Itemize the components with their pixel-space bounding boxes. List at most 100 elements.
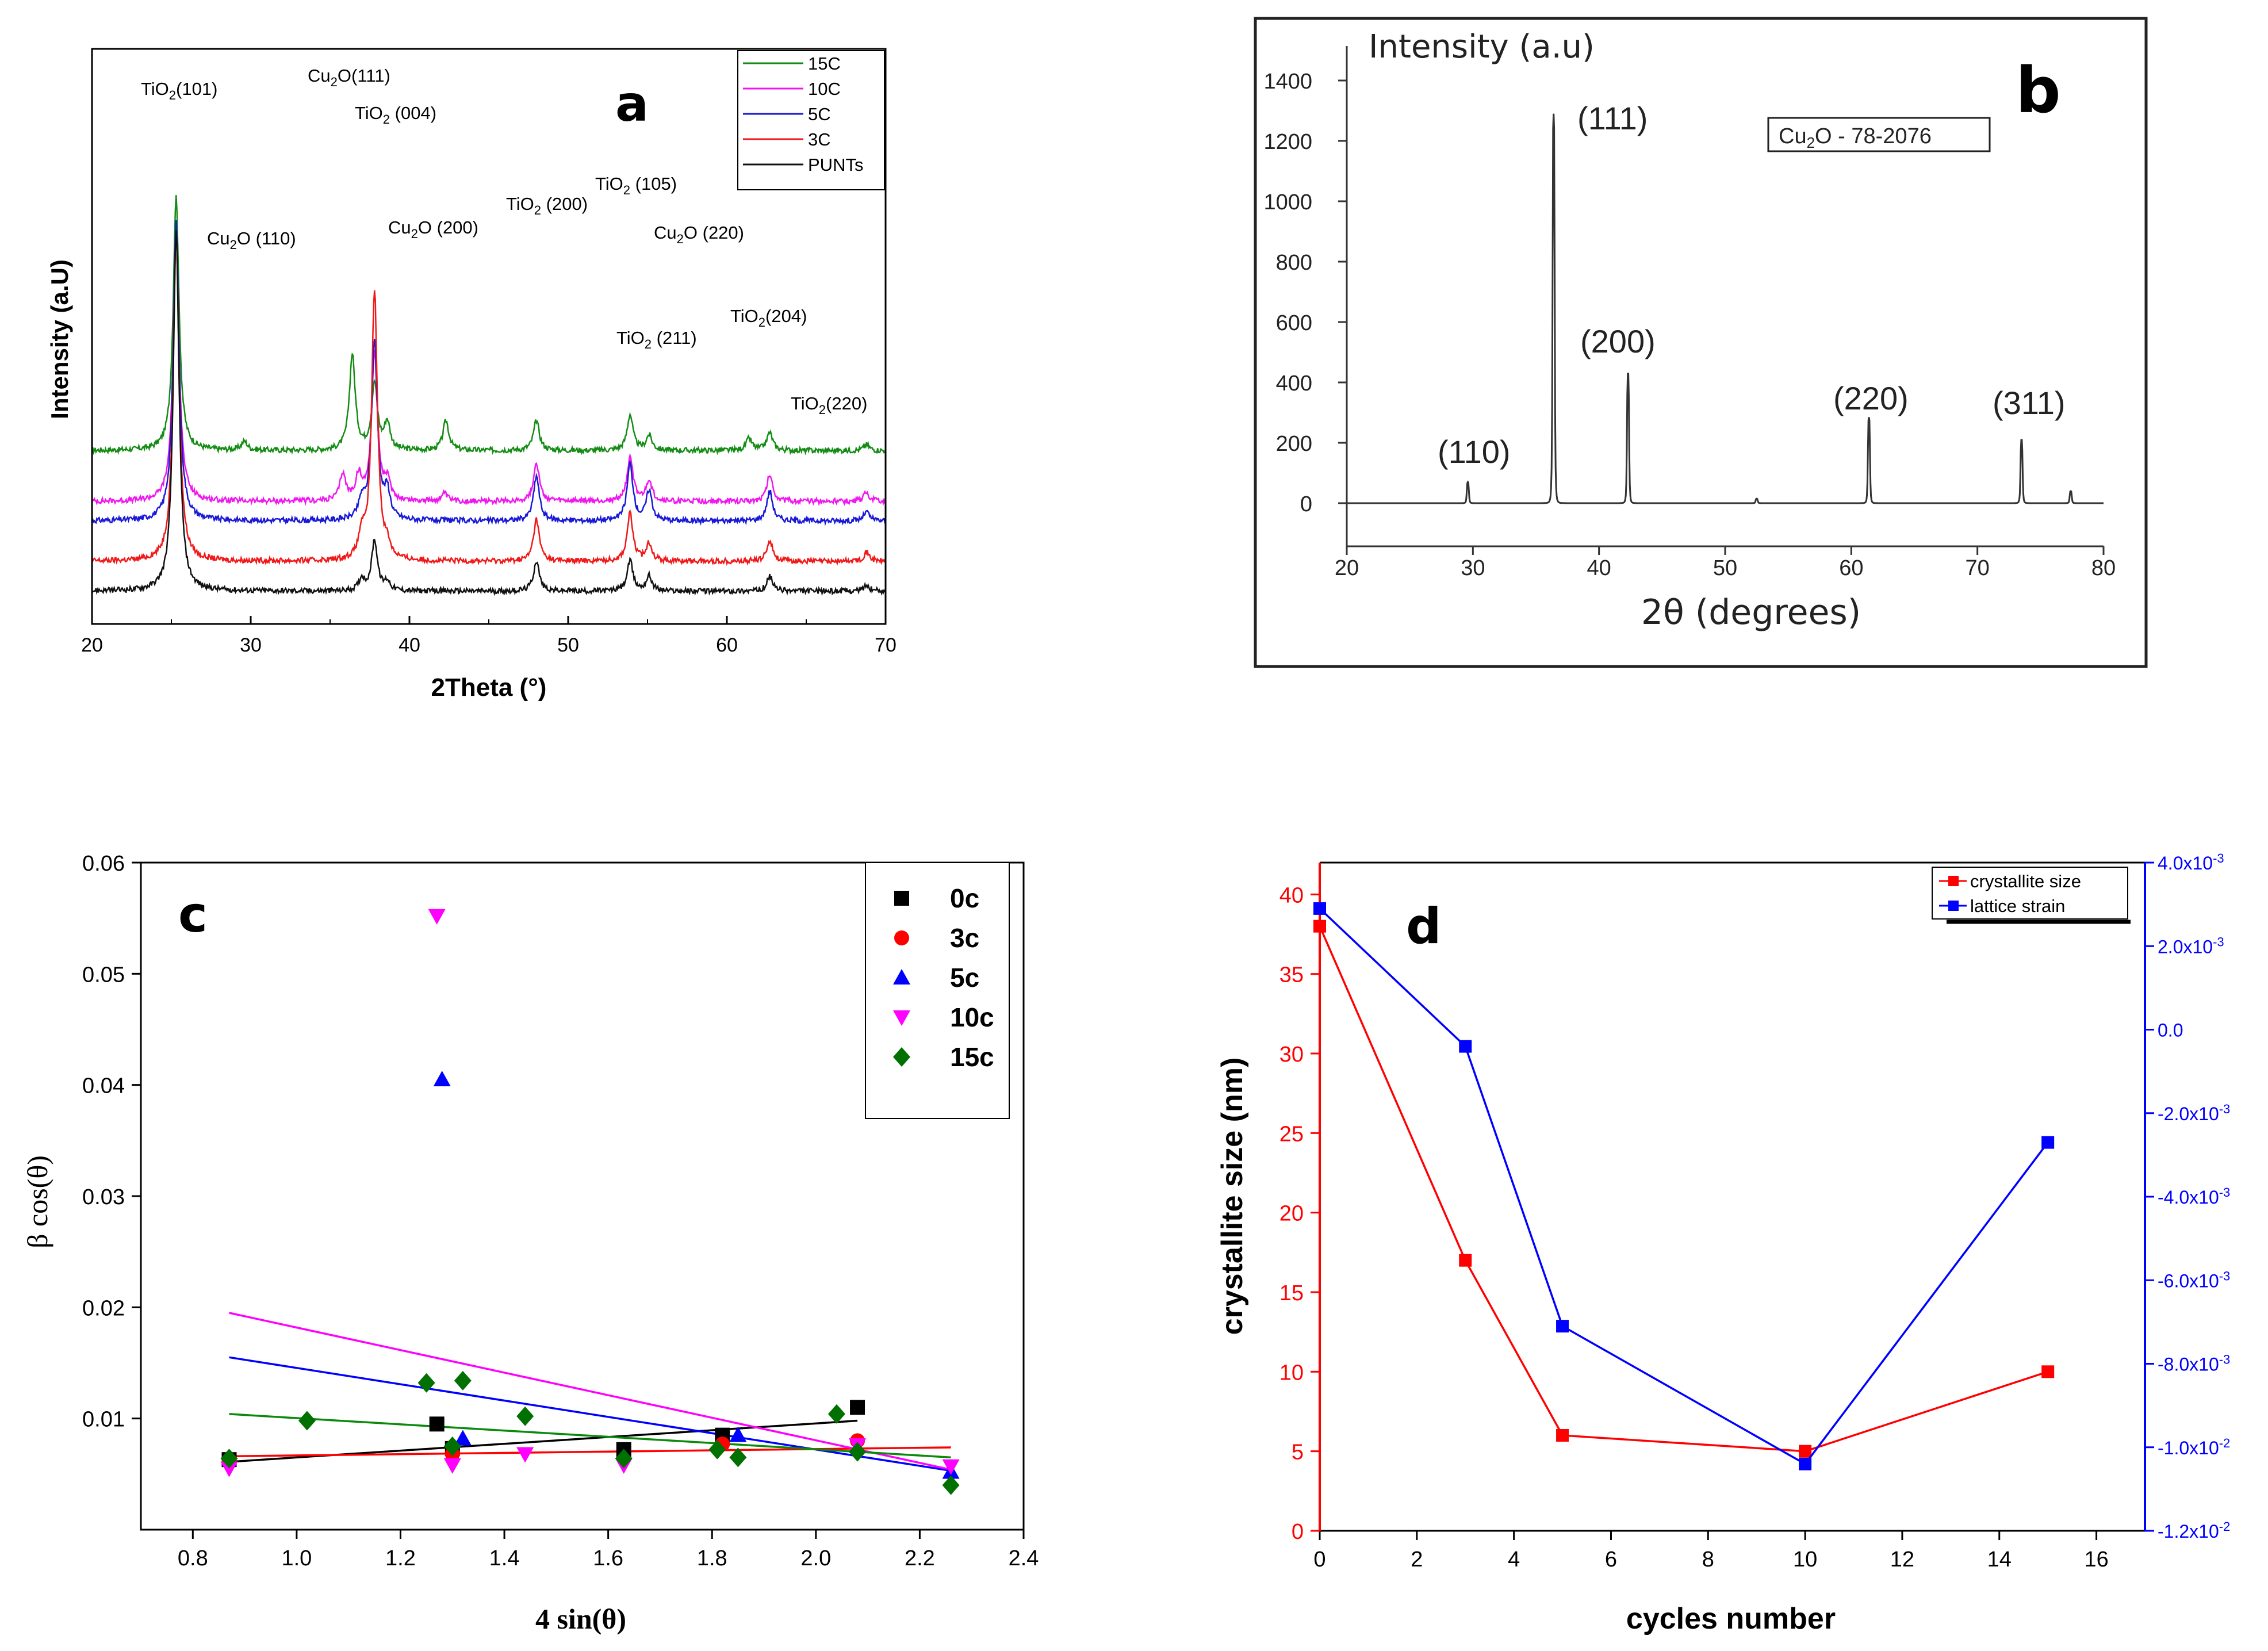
legend-marker-lattice-strain (1948, 901, 1959, 911)
point-15c-11 (942, 1475, 960, 1495)
point-15c-9 (827, 1404, 845, 1424)
panel-c-legend: 0c 3c 5c 10c 15c (893, 883, 994, 1072)
d-xtick-label: 12 (1890, 1547, 1914, 1572)
point-0c-5 (850, 1400, 865, 1415)
b-ytick-label: 800 (1276, 251, 1312, 275)
panel-c-points (220, 909, 960, 1495)
d-ytick-right-label: 4.0x10-3 (2158, 851, 2224, 874)
point-10c-5 (849, 1438, 867, 1454)
panel-d-label: d (1406, 898, 1442, 955)
d-ytick-left-label: 20 (1279, 1202, 1304, 1226)
point-3c-2 (715, 1437, 730, 1452)
d-xtick-label: 6 (1605, 1547, 1617, 1572)
d-xtick-label: 2 (1411, 1547, 1423, 1572)
point-15c-8 (729, 1447, 747, 1468)
panel-b-peak-labels: (110) (111) (200) (220) (311) (1438, 100, 2066, 470)
peak-label-200: (200) (1580, 323, 1656, 359)
point-15c-7 (708, 1439, 726, 1460)
panel-a-annotations: TiO2(101) Cu2O(111) TiO2 (004) Cu2O (110… (141, 66, 867, 417)
point-15c-3 (443, 1437, 461, 1456)
point-lattice-strain-0 (1313, 902, 1326, 915)
d-ytick-right-label: -6.0x10-3 (2158, 1269, 2230, 1291)
point-10c-6 (942, 1459, 960, 1475)
b-ytick-label: 600 (1276, 311, 1312, 335)
xrd-series-15c (91, 195, 887, 455)
d-xtick-label: 14 (1987, 1547, 2012, 1572)
peak-label-110: (110) (1438, 434, 1511, 470)
panel-b-xlabel: 2θ (degrees) (1641, 592, 1861, 633)
panel-a-legend-box (737, 50, 885, 190)
point-5c-3 (942, 1463, 960, 1479)
panel-b-outer-frame (1254, 17, 2148, 668)
xrd-series-punts (91, 230, 887, 596)
d-ytick-left-label: 30 (1279, 1043, 1304, 1067)
point-10c-1 (428, 909, 446, 925)
legend-marker-crystallite-size (1948, 876, 1959, 886)
d-ytick-right-label: -1.2x10-2 (2158, 1519, 2230, 1542)
point-15c-2 (417, 1373, 435, 1393)
panel-b-ylabel: Intensity (a.u) (1369, 28, 1595, 66)
b-xtick-label: 30 (1461, 556, 1485, 580)
panel-d-legend: crystallite size lattice strain (1939, 871, 2081, 916)
panel-a-xlabel: 2Theta (°) (431, 673, 547, 702)
xrd-series-5c (91, 220, 887, 526)
legend-marker-5c (893, 969, 910, 985)
annotation-tio2-200: TiO2 (200) (506, 194, 588, 217)
d-ytick-left-label: 40 (1279, 883, 1304, 907)
point-15c-5 (516, 1406, 534, 1426)
d-ytick-left-label: 35 (1279, 963, 1304, 987)
panel-a-series-group (91, 195, 887, 596)
annotation-tio2-211: TiO2 (211) (616, 328, 697, 351)
legend-label-5c: 5c (950, 963, 979, 993)
d-ytick-left-label: 10 (1279, 1361, 1304, 1385)
panel-c-plot-frame (140, 861, 1025, 1531)
c-xtick-label: 2.2 (905, 1546, 935, 1570)
peak-label-220: (220) (1833, 380, 1909, 416)
panel-d-ylabel: crystallite size (nm) (1216, 1058, 1249, 1335)
point-crystallite-size-2 (1556, 1429, 1569, 1442)
legend-label-punts: PUNTs (808, 155, 863, 175)
d-xtick-label: 4 (1508, 1547, 1520, 1572)
d-ytick-right-label: -8.0x10-3 (2158, 1353, 2230, 1375)
annotation-tio2-105: TiO2 (105) (595, 174, 677, 197)
fit-line-3c (229, 1446, 951, 1458)
d-ytick-left-label: 15 (1279, 1281, 1304, 1305)
c-xtick-label: 1.6 (593, 1546, 623, 1570)
b-xtick-label: 50 (1713, 556, 1737, 580)
a-xtick-label: 30 (240, 634, 262, 656)
point-lattice-strain-1 (1459, 1040, 1472, 1053)
panel-a-plot-frame (91, 48, 887, 625)
point-10c-0 (220, 1461, 238, 1477)
b-ytick-label: 200 (1276, 432, 1312, 456)
panel-d-series (1313, 902, 2055, 1470)
a-xtick-label: 70 (875, 634, 897, 656)
point-10c-4 (615, 1458, 633, 1474)
point-10c-2 (443, 1458, 461, 1474)
point-0c-1 (429, 1416, 445, 1432)
c-xtick-label: 1.0 (281, 1546, 312, 1570)
legend-label-15c: 15C (808, 53, 841, 74)
b-xtick-label: 40 (1587, 556, 1611, 580)
c-ytick-label: 0.06 (82, 852, 125, 876)
c-ytick-label: 0.02 (82, 1296, 125, 1320)
d-ytick-right-label: -4.0x10-3 (2158, 1185, 2230, 1208)
c-ytick-label: 0.05 (82, 963, 125, 987)
point-3c-0 (221, 1453, 237, 1469)
d-ytick-left-label: 0 (1292, 1520, 1304, 1544)
point-crystallite-size-1 (1459, 1254, 1472, 1267)
point-lattice-strain-4 (2041, 1136, 2055, 1149)
panel-a-x-ticks: 20 30 40 50 60 70 (81, 616, 897, 656)
panel-c-legend-box (865, 862, 1010, 1119)
legend-label-0c: 0c (950, 883, 979, 913)
legend-marker-3c (894, 930, 909, 945)
d-xtick-label: 10 (1793, 1547, 1817, 1572)
annotation-tio2-220: TiO2(220) (791, 393, 867, 417)
annotation-cu2o-111: Cu2O(111) (308, 66, 390, 89)
point-crystallite-size-3 (1799, 1445, 1812, 1458)
annotation-cu2o-110: Cu2O (110) (207, 228, 296, 252)
a-xtick-label: 20 (81, 634, 103, 656)
